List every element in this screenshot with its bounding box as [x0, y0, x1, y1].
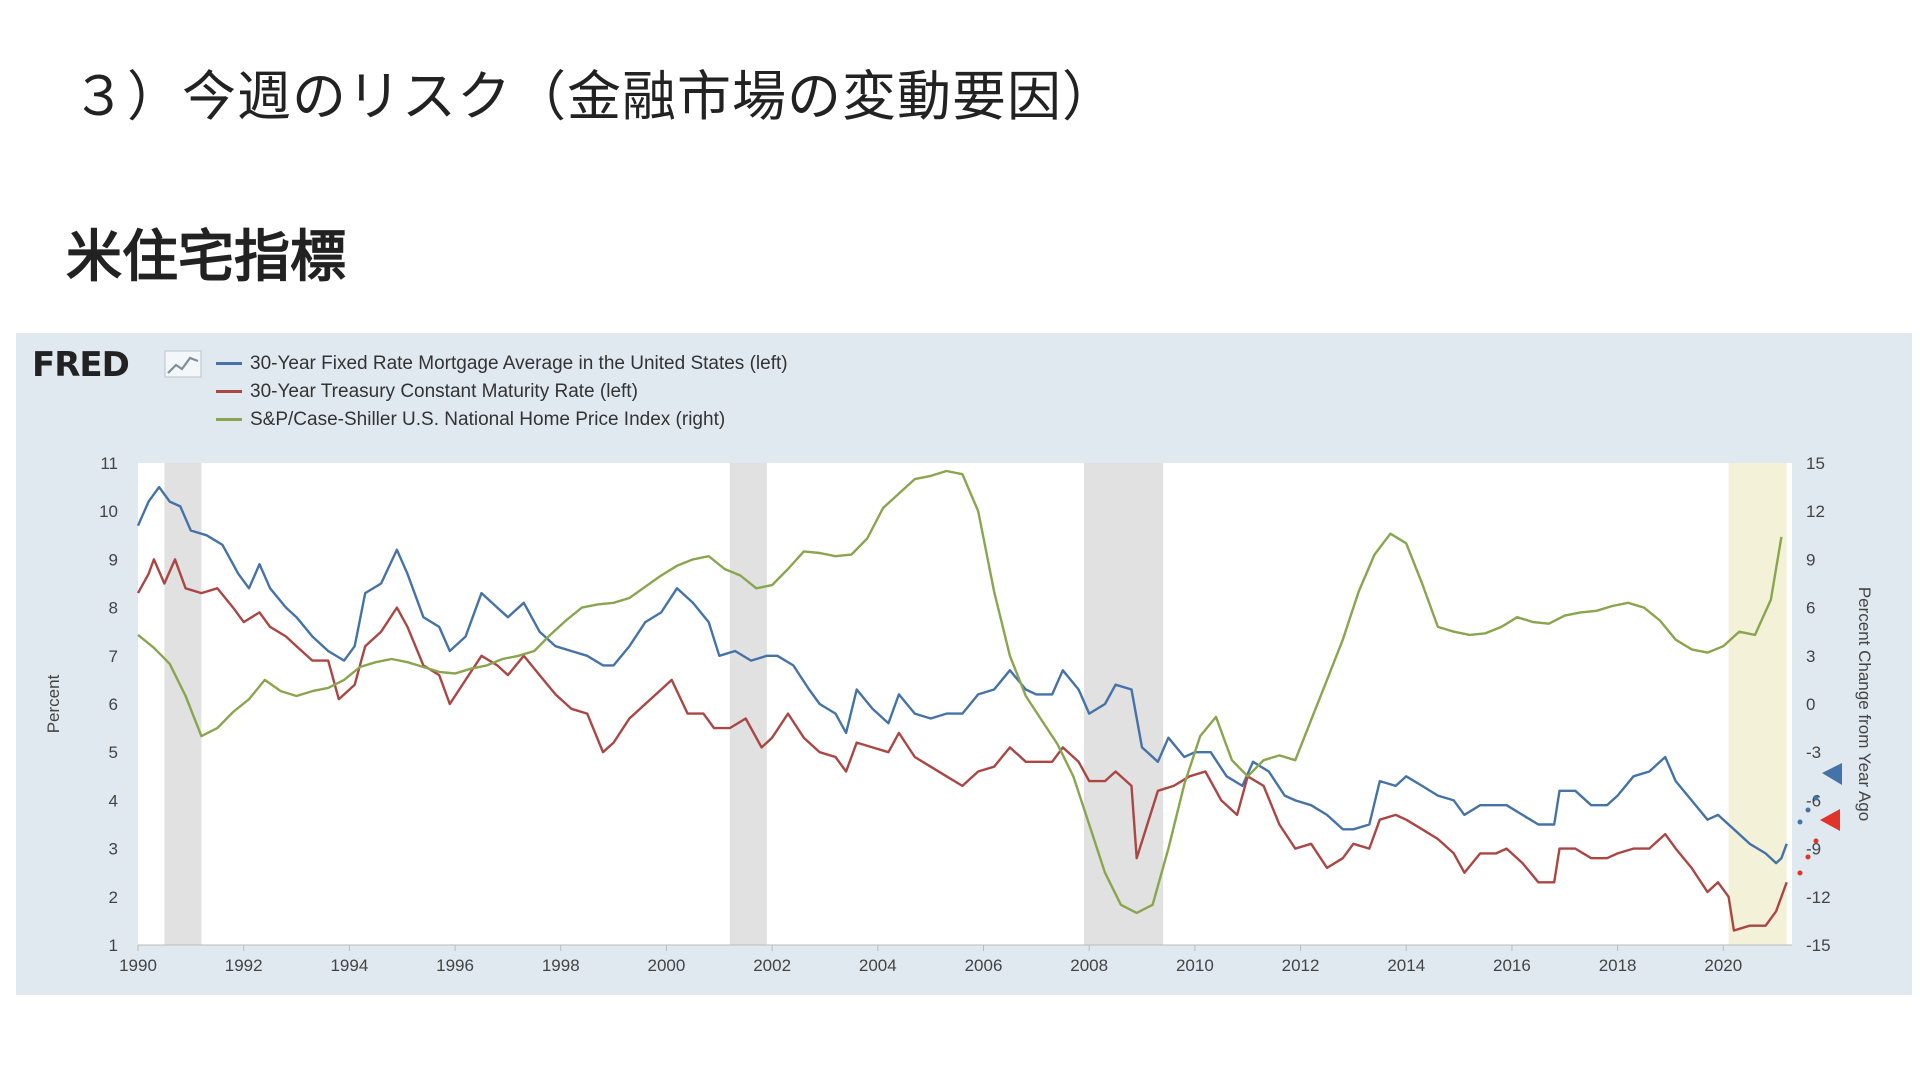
plot-background [138, 463, 1792, 945]
x-tick-label: 1998 [542, 956, 580, 975]
mortgage-marker-dot [1813, 795, 1819, 801]
x-tick-label: 2004 [859, 956, 897, 975]
x-tick-label: 1996 [436, 956, 474, 975]
y-tick-label-left: 11 [100, 454, 118, 473]
y-tick-label-right: -12 [1806, 888, 1831, 907]
y-tick-label-right: 3 [1806, 647, 1815, 666]
legend-label-mortgage: 30-Year Fixed Rate Mortgage Average in t… [250, 353, 788, 374]
y-tick-label-right: 12 [1806, 502, 1825, 521]
y-tick-label-right: 6 [1806, 599, 1815, 618]
x-tick-label: 2010 [1176, 956, 1214, 975]
y-tick-label-left: 2 [109, 888, 118, 907]
section-title: 米住宅指標 [66, 225, 346, 290]
series-end-markers [1797, 763, 1842, 876]
fred-chart-panel: FRED 30-Year Fixed Rate Mortgage Average… [16, 333, 1912, 995]
x-tick-label: 2000 [648, 956, 686, 975]
treasury-marker-dot [1813, 838, 1819, 844]
x-tick-label: 2020 [1704, 956, 1742, 975]
treasury-marker-triangle [1820, 809, 1840, 831]
y-tick-label-left: 10 [99, 502, 118, 521]
legend-swatch-treasury [216, 390, 242, 394]
x-tick-label: 2014 [1387, 956, 1425, 975]
legend-item-home-price[interactable]: S&P/Case-Shiller U.S. National Home Pric… [216, 408, 725, 432]
recession-band-3 [1083, 463, 1164, 945]
y-tick-label-right: -9 [1806, 840, 1821, 859]
legend-label-home-price: S&P/Case-Shiller U.S. National Home Pric… [250, 409, 726, 430]
legend-label-treasury: 30-Year Treasury Constant Maturity Rate … [250, 381, 638, 402]
x-tick-label: 2002 [753, 956, 791, 975]
legend-swatch-home-price [216, 418, 242, 422]
fred-logo: FRED [32, 345, 130, 385]
y-tick-label-left: 1 [109, 936, 118, 955]
y-axis-title-right: Percent Change from Year Ago [1855, 587, 1874, 821]
y-tick-label-right: 0 [1806, 695, 1815, 714]
mortgage-marker-dot [1805, 807, 1811, 813]
chart-plot: 1990 1992 1994 1996 1998 2000 2002 2004 2006 2008… [44, 454, 1874, 975]
y-tick-label-left: 3 [109, 840, 118, 859]
x-tick-label: 1994 [330, 956, 368, 975]
y-axis-title-left: Percent [44, 674, 63, 733]
series-line-1[interactable] [136, 485, 1788, 865]
y-tick-label-left: 5 [109, 743, 118, 762]
y-tick-label-left: 6 [109, 695, 118, 714]
legend-item-treasury[interactable]: 30-Year Treasury Constant Maturity Rate … [216, 380, 638, 404]
x-tick-label: 2016 [1493, 956, 1531, 975]
y-tick-label-left: 8 [109, 599, 118, 618]
y-tick-label-right: -3 [1806, 743, 1821, 762]
x-tick-label: 2006 [965, 956, 1003, 975]
x-tick-label: 1990 [119, 956, 157, 975]
mortgage-marker-triangle [1822, 763, 1842, 785]
legend-item-mortgage[interactable]: 30-Year Fixed Rate Mortgage Average in t… [216, 352, 788, 376]
y-tick-label-left: 9 [109, 550, 118, 569]
x-tick-label: 2012 [1282, 956, 1320, 975]
slide-title: ３）今週のリスク（金融市場の変動要因） [72, 65, 1117, 128]
recession-band-1 [164, 463, 202, 945]
highlight-band [1728, 463, 1787, 945]
chart-line-icon [164, 350, 202, 378]
series-line-3[interactable] [137, 469, 1783, 915]
recession-band-2 [729, 463, 767, 945]
x-tick-label: 2008 [1070, 956, 1108, 975]
series-line-2[interactable] [136, 558, 1788, 932]
y-tick-label-right: -15 [1806, 936, 1831, 955]
mortgage-marker-dot [1797, 819, 1803, 825]
y-tick-label-right: 15 [1806, 454, 1825, 473]
y-tick-label-left: 4 [109, 791, 118, 810]
treasury-marker-dot [1805, 854, 1811, 860]
treasury-marker-dot [1797, 870, 1803, 876]
y-tick-label-right: 9 [1806, 550, 1815, 569]
x-tick-label: 1992 [225, 956, 263, 975]
y-tick-label-left: 7 [109, 647, 118, 666]
x-tick-label: 2018 [1599, 956, 1637, 975]
legend-swatch-mortgage [216, 362, 242, 366]
